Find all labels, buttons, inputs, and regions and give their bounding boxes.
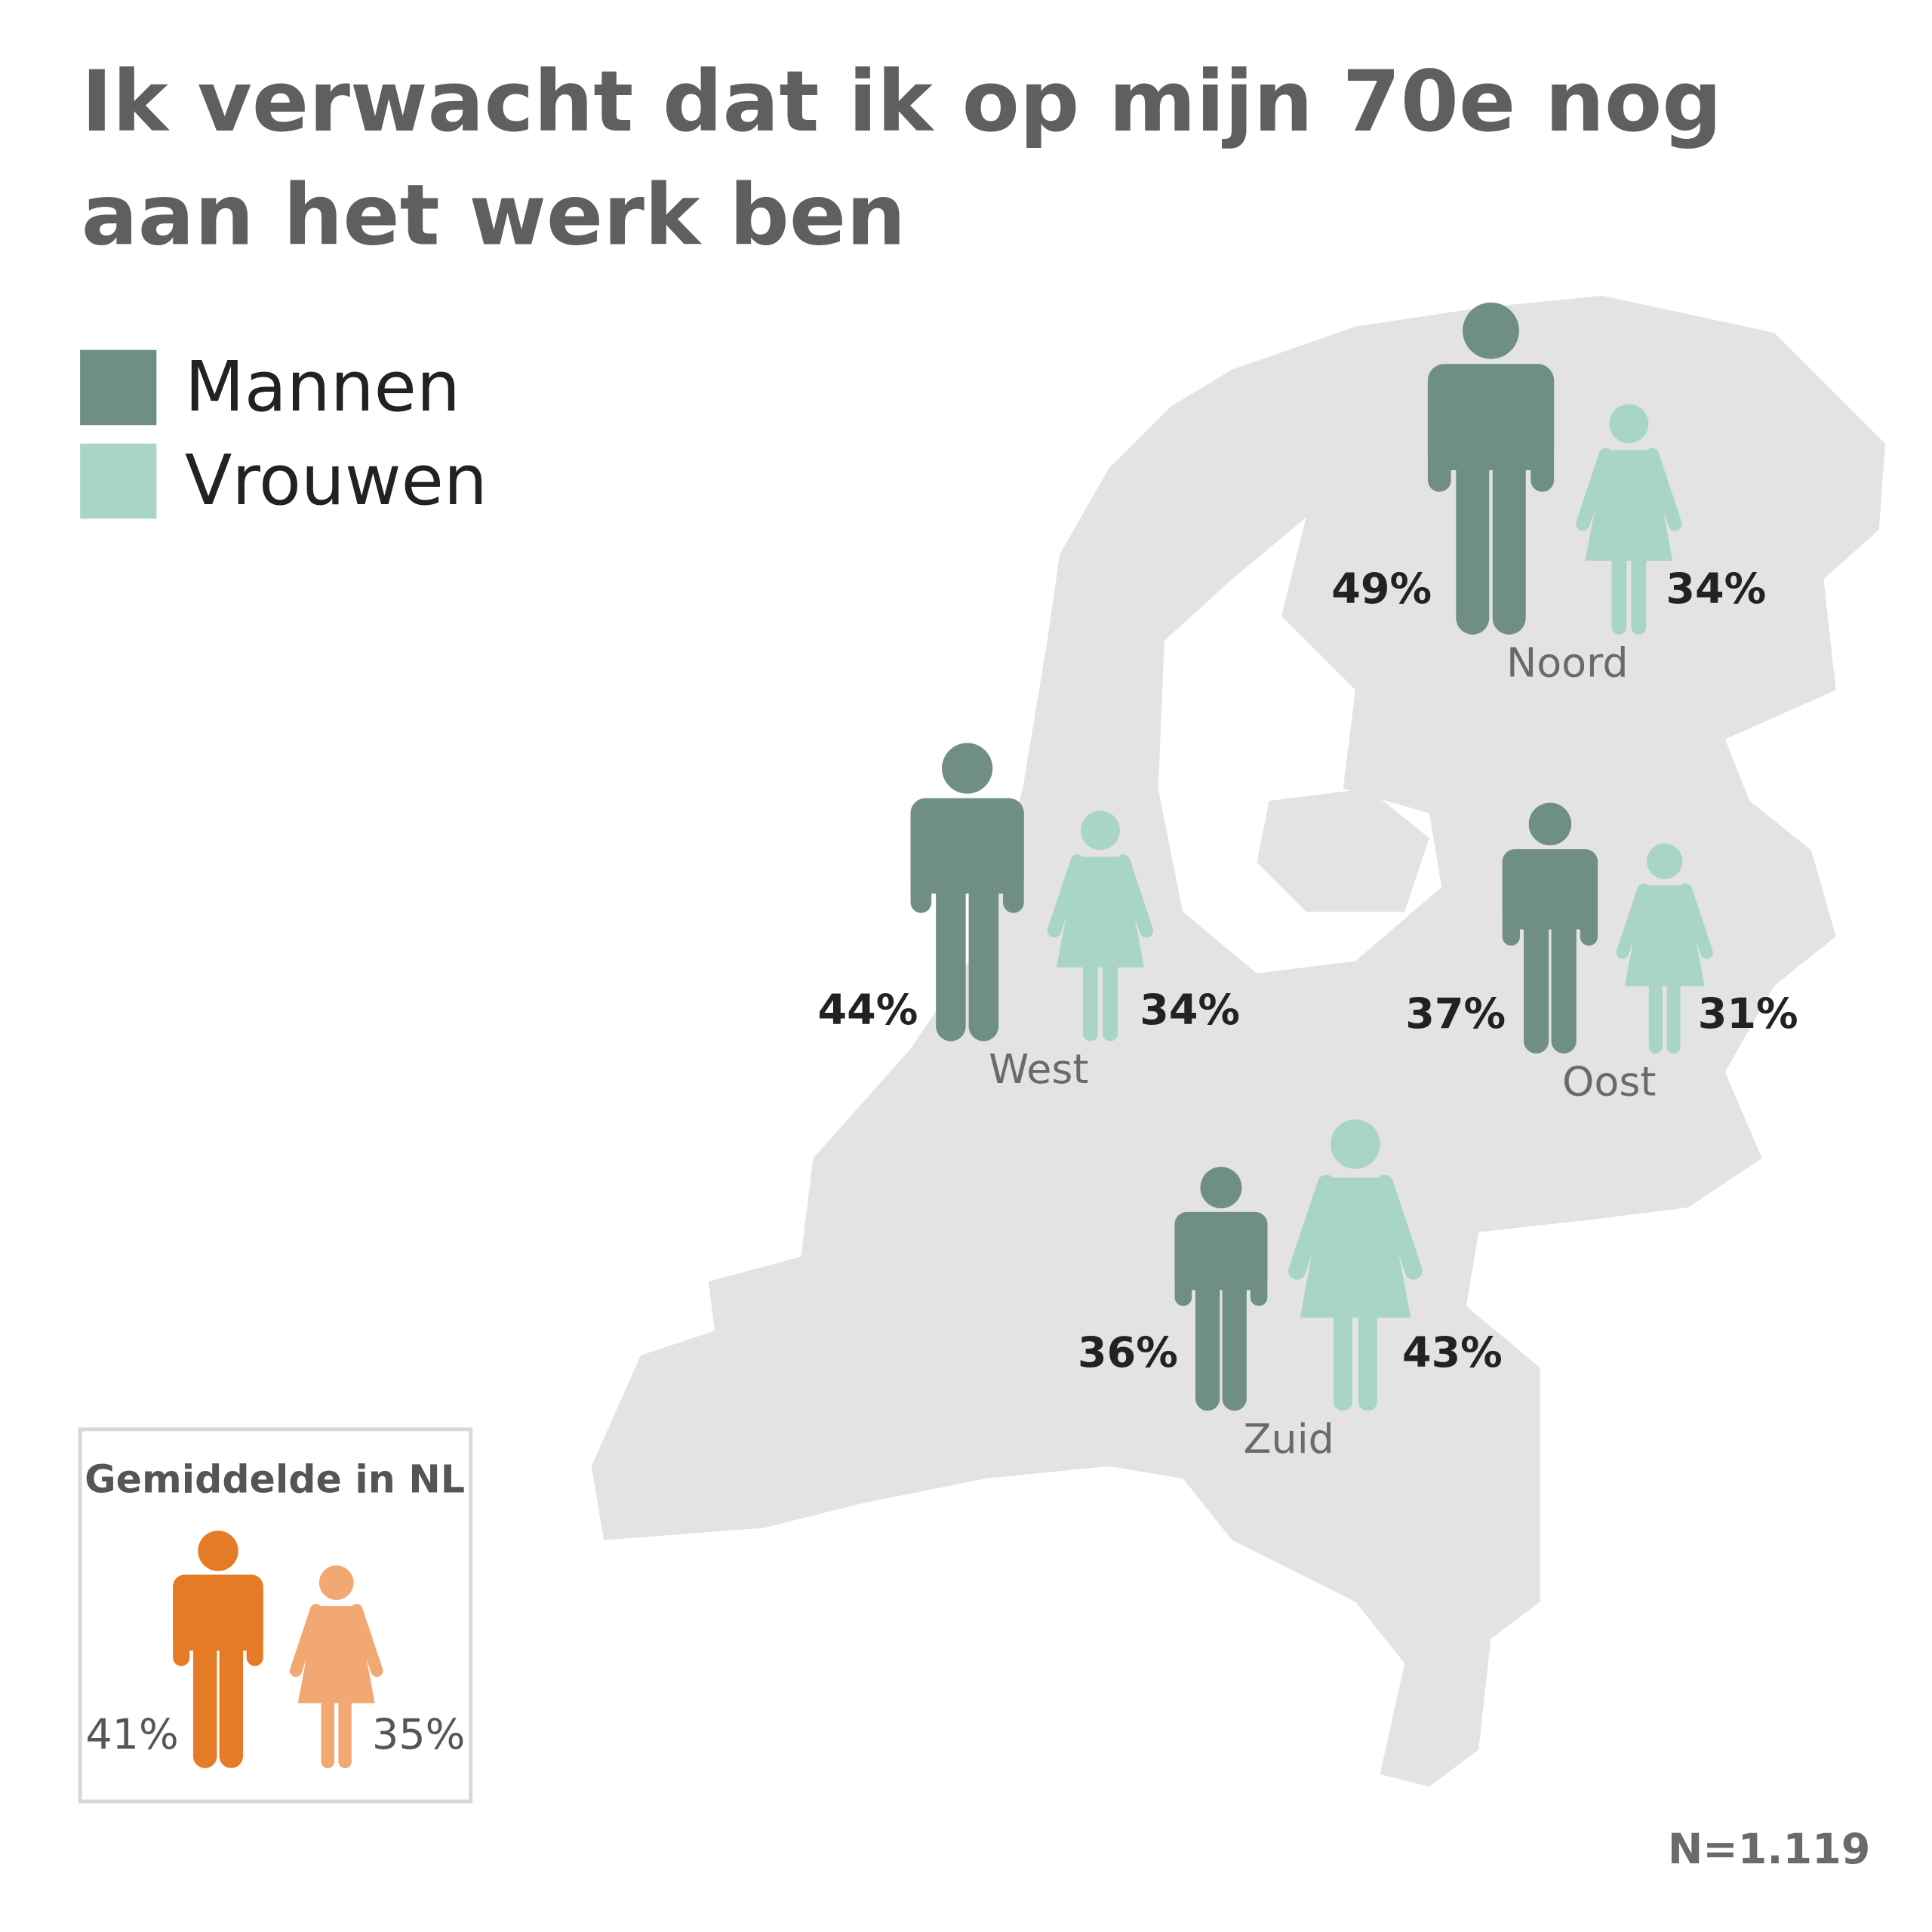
map <box>591 295 1885 1787</box>
legend-label: Vrouwen <box>185 440 488 521</box>
leg <box>192 1637 217 1768</box>
dress <box>1300 1177 1411 1318</box>
region-label: West <box>989 1045 1088 1093</box>
dress <box>1056 857 1144 968</box>
value-label: 37% <box>1405 989 1506 1038</box>
head <box>1081 811 1120 851</box>
torso <box>1174 1211 1268 1291</box>
head <box>198 1531 238 1571</box>
head <box>1609 404 1649 444</box>
leg <box>1523 915 1549 1054</box>
value-label: 31% <box>1698 989 1798 1038</box>
legend-label: Mannen <box>185 346 460 427</box>
value-label: 44% <box>817 986 918 1035</box>
region-label: Noord <box>1506 638 1629 686</box>
leg <box>1611 542 1627 635</box>
average-box <box>78 1427 473 1804</box>
leg <box>1551 915 1577 1054</box>
arm <box>1047 854 1084 938</box>
arm <box>1003 802 1024 913</box>
man-figure <box>1502 802 1598 1054</box>
head <box>1463 302 1519 359</box>
head <box>942 743 993 794</box>
legend-swatch <box>80 443 157 519</box>
leg <box>338 1687 352 1768</box>
arm <box>289 1604 322 1677</box>
average-value-label: 41% <box>85 1710 178 1759</box>
man-figure <box>1174 1167 1268 1411</box>
woman-figure <box>289 1565 383 1768</box>
arm <box>1116 854 1154 938</box>
legend-swatch <box>80 349 157 426</box>
head <box>1200 1167 1242 1209</box>
torso <box>1502 849 1598 930</box>
torso <box>910 798 1024 894</box>
arm <box>1679 883 1713 959</box>
chart-title: Ik verwacht dat ik op mijn 70e nog aan h… <box>81 54 1722 266</box>
arm <box>1250 1215 1268 1306</box>
woman-figure <box>1616 843 1713 1054</box>
arm <box>1644 448 1682 531</box>
arm <box>173 1578 190 1666</box>
dress <box>297 1606 375 1703</box>
torso <box>1427 364 1555 471</box>
dress <box>1624 885 1705 986</box>
leg <box>1456 451 1490 635</box>
arm <box>1531 368 1555 492</box>
value-label: 43% <box>1402 1328 1503 1377</box>
woman-figure <box>1047 811 1154 1041</box>
map-land <box>591 295 1885 1787</box>
leg <box>1358 1294 1377 1411</box>
value-label: 36% <box>1078 1328 1178 1377</box>
arm <box>1576 448 1613 531</box>
leg <box>1333 1294 1353 1411</box>
leg <box>1222 1276 1247 1411</box>
average-title: Gemiddelde in NL <box>85 1457 465 1502</box>
value-label: 34% <box>1140 986 1240 1035</box>
leg <box>1103 949 1118 1041</box>
head <box>1528 802 1572 846</box>
leg <box>1195 1276 1220 1411</box>
arm <box>1616 883 1651 959</box>
torso <box>173 1574 263 1651</box>
arm <box>1502 853 1521 946</box>
leg <box>936 877 966 1041</box>
arm <box>910 802 932 913</box>
arm <box>246 1578 263 1666</box>
man-figure <box>1427 302 1555 635</box>
note: N=1.119 <box>1668 1825 1871 1874</box>
map-island <box>1257 788 1429 912</box>
leg <box>1492 451 1526 635</box>
arm <box>1580 853 1598 946</box>
woman-figure <box>1576 404 1682 635</box>
dress <box>1585 450 1673 561</box>
head <box>1331 1119 1380 1169</box>
region-label: Zuid <box>1244 1415 1334 1463</box>
leg <box>1631 542 1647 635</box>
arm <box>1174 1215 1192 1306</box>
region-label: Oost <box>1562 1057 1657 1105</box>
arm <box>1288 1174 1335 1280</box>
average-value-label: 35% <box>372 1710 465 1759</box>
man-figure <box>910 743 1024 1041</box>
arm <box>1375 1174 1423 1280</box>
leg <box>219 1637 244 1768</box>
leg <box>1648 969 1663 1054</box>
leg <box>321 1687 335 1768</box>
head <box>1647 843 1683 879</box>
arm <box>1427 368 1451 492</box>
value-label: 34% <box>1666 565 1766 614</box>
leg <box>1083 949 1098 1041</box>
head <box>318 1565 354 1600</box>
leg <box>968 877 999 1041</box>
man-figure <box>173 1531 263 1768</box>
woman-figure <box>1288 1119 1423 1411</box>
arm <box>350 1604 383 1677</box>
leg <box>1666 969 1681 1054</box>
value-label: 49% <box>1331 565 1432 614</box>
